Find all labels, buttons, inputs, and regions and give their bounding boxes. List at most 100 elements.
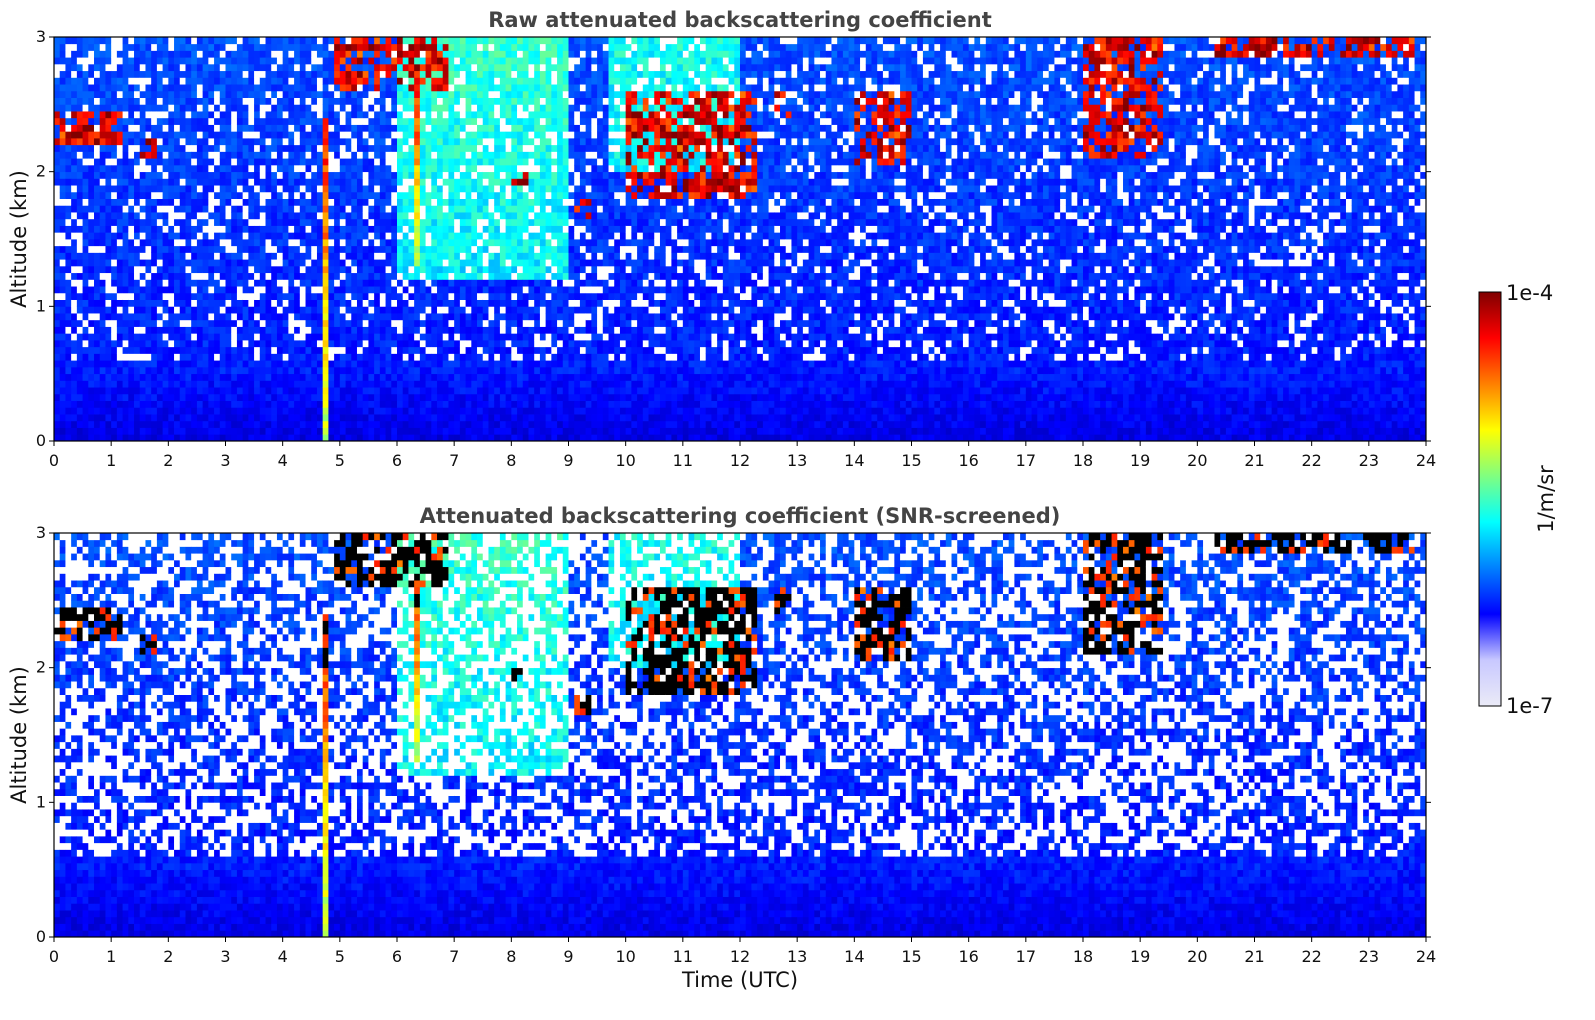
heatmap-cell [265, 319, 272, 327]
heatmap-cell [219, 178, 226, 186]
heatmap-cell [517, 225, 524, 233]
heatmap-cell [111, 43, 118, 51]
heatmap-cell [288, 198, 295, 206]
heatmap-cell [202, 245, 209, 253]
heatmap-cell [494, 70, 501, 78]
heatmap-cell [322, 77, 329, 85]
heatmap-cell [356, 164, 364, 173]
heatmap-cell [254, 360, 261, 368]
heatmap-cell [305, 104, 312, 112]
heatmap-cell [414, 366, 421, 375]
heatmap-cell [208, 144, 215, 152]
heatmap-cell [116, 205, 123, 213]
heatmap-cell [219, 191, 226, 199]
heatmap-cell [459, 111, 466, 119]
heatmap-cell [288, 63, 295, 72]
heatmap-cell [71, 63, 78, 72]
heatmap-cell [494, 319, 501, 327]
heatmap-cell [414, 299, 421, 307]
heatmap-cell [168, 407, 175, 415]
heatmap-cell [225, 239, 232, 247]
heatmap-cell [254, 299, 261, 307]
heatmap-cell [139, 191, 146, 199]
heatmap-cell [345, 117, 352, 125]
heatmap-cell [419, 319, 426, 327]
heatmap-cell [276, 57, 284, 65]
heatmap-cell [151, 63, 158, 72]
heatmap-cell [259, 97, 266, 105]
heatmap-cell [419, 144, 426, 152]
heatmap-cell [316, 407, 324, 415]
heatmap-cell [316, 373, 324, 381]
heatmap-cell [139, 218, 146, 226]
heatmap-cell [414, 393, 421, 401]
heatmap-cell [82, 97, 89, 105]
heatmap-cell [299, 387, 306, 395]
heatmap-cell [265, 434, 272, 441]
heatmap-cell [248, 37, 255, 45]
heatmap-cell [282, 333, 289, 341]
heatmap-cell [362, 400, 369, 408]
heatmap-cell [419, 70, 426, 78]
heatmap-cell [316, 346, 324, 354]
heatmap-cell [425, 144, 432, 152]
heatmap-cell [179, 178, 186, 186]
heatmap-cell [265, 313, 272, 321]
heatmap-cell [202, 225, 209, 233]
heatmap-cell [174, 50, 181, 58]
heatmap-cell [282, 360, 289, 368]
heatmap-cell [259, 178, 266, 186]
heatmap-cell [179, 259, 186, 267]
heatmap-cell [448, 97, 455, 105]
heatmap-cell [254, 171, 261, 179]
heatmap-cell [362, 272, 369, 280]
heatmap-cell [151, 387, 158, 395]
heatmap-cell [345, 272, 352, 280]
heatmap-cell [402, 218, 409, 226]
heatmap-cell [156, 185, 164, 193]
heatmap-cell [54, 131, 61, 139]
heatmap-cell [191, 178, 198, 186]
heatmap-cell [191, 138, 198, 146]
heatmap-cell [82, 400, 89, 408]
heatmap-cell [305, 326, 312, 334]
heatmap-cell [402, 225, 409, 233]
heatmap-cell [408, 434, 415, 441]
heatmap-cell [368, 205, 375, 213]
heatmap-cell [374, 117, 381, 125]
heatmap-cell [488, 239, 495, 247]
heatmap-cell [294, 252, 301, 260]
heatmap-cell [208, 185, 215, 193]
heatmap-cell [139, 333, 146, 341]
heatmap-cell [351, 191, 358, 199]
heatmap-cell [219, 37, 226, 45]
heatmap-cell [259, 124, 266, 132]
heatmap-cell [134, 366, 141, 375]
heatmap-cell [94, 252, 101, 260]
heatmap-cell [111, 232, 118, 240]
heatmap-cell [196, 393, 204, 401]
heatmap-cell [254, 37, 261, 45]
heatmap-cell [94, 225, 101, 233]
heatmap-cell [82, 191, 89, 199]
heatmap-cell [431, 131, 438, 139]
heatmap-cell [345, 191, 352, 199]
heatmap-cell [156, 299, 164, 307]
heatmap-cell [419, 164, 426, 173]
heatmap-cell [454, 346, 461, 354]
heatmap-cell [425, 50, 432, 58]
heatmap-cell [99, 319, 106, 327]
heatmap-cell [431, 37, 438, 45]
heatmap-cell [482, 205, 489, 213]
heatmap-cell [242, 272, 249, 280]
heatmap-cell [322, 279, 329, 287]
heatmap-cell [145, 346, 152, 354]
heatmap-cell [339, 43, 346, 51]
heatmap-cell [99, 212, 106, 220]
heatmap-cell [465, 50, 472, 58]
heatmap-cell [225, 63, 232, 72]
heatmap-cell [499, 380, 507, 388]
heatmap-cell [408, 346, 415, 354]
heatmap-cell [437, 259, 444, 267]
heatmap-cell [471, 387, 478, 395]
